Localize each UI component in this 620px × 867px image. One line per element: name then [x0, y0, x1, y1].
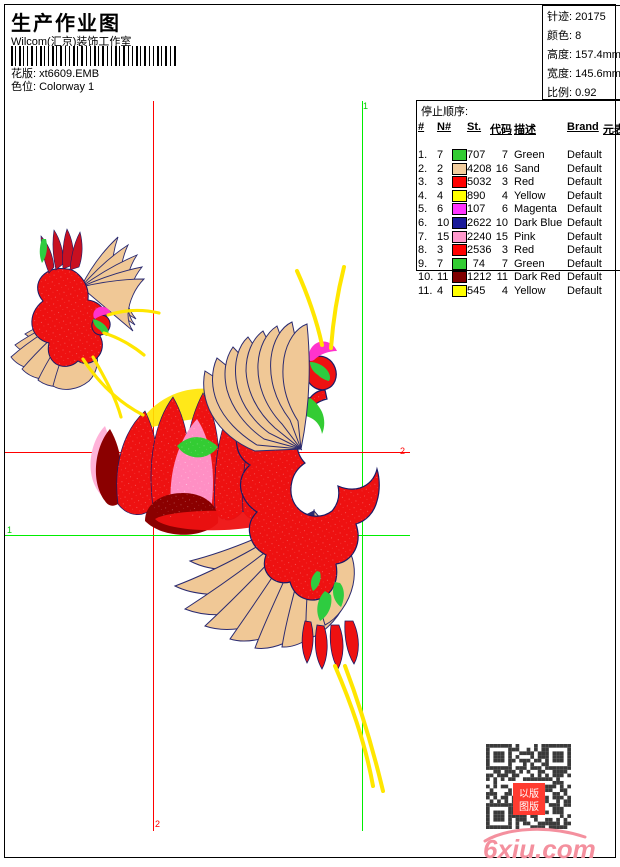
svg-text:6xiu.com: 6xiu.com [483, 834, 596, 862]
svg-text:以版: 以版 [519, 787, 539, 800]
svg-text:图版: 图版 [519, 800, 539, 813]
